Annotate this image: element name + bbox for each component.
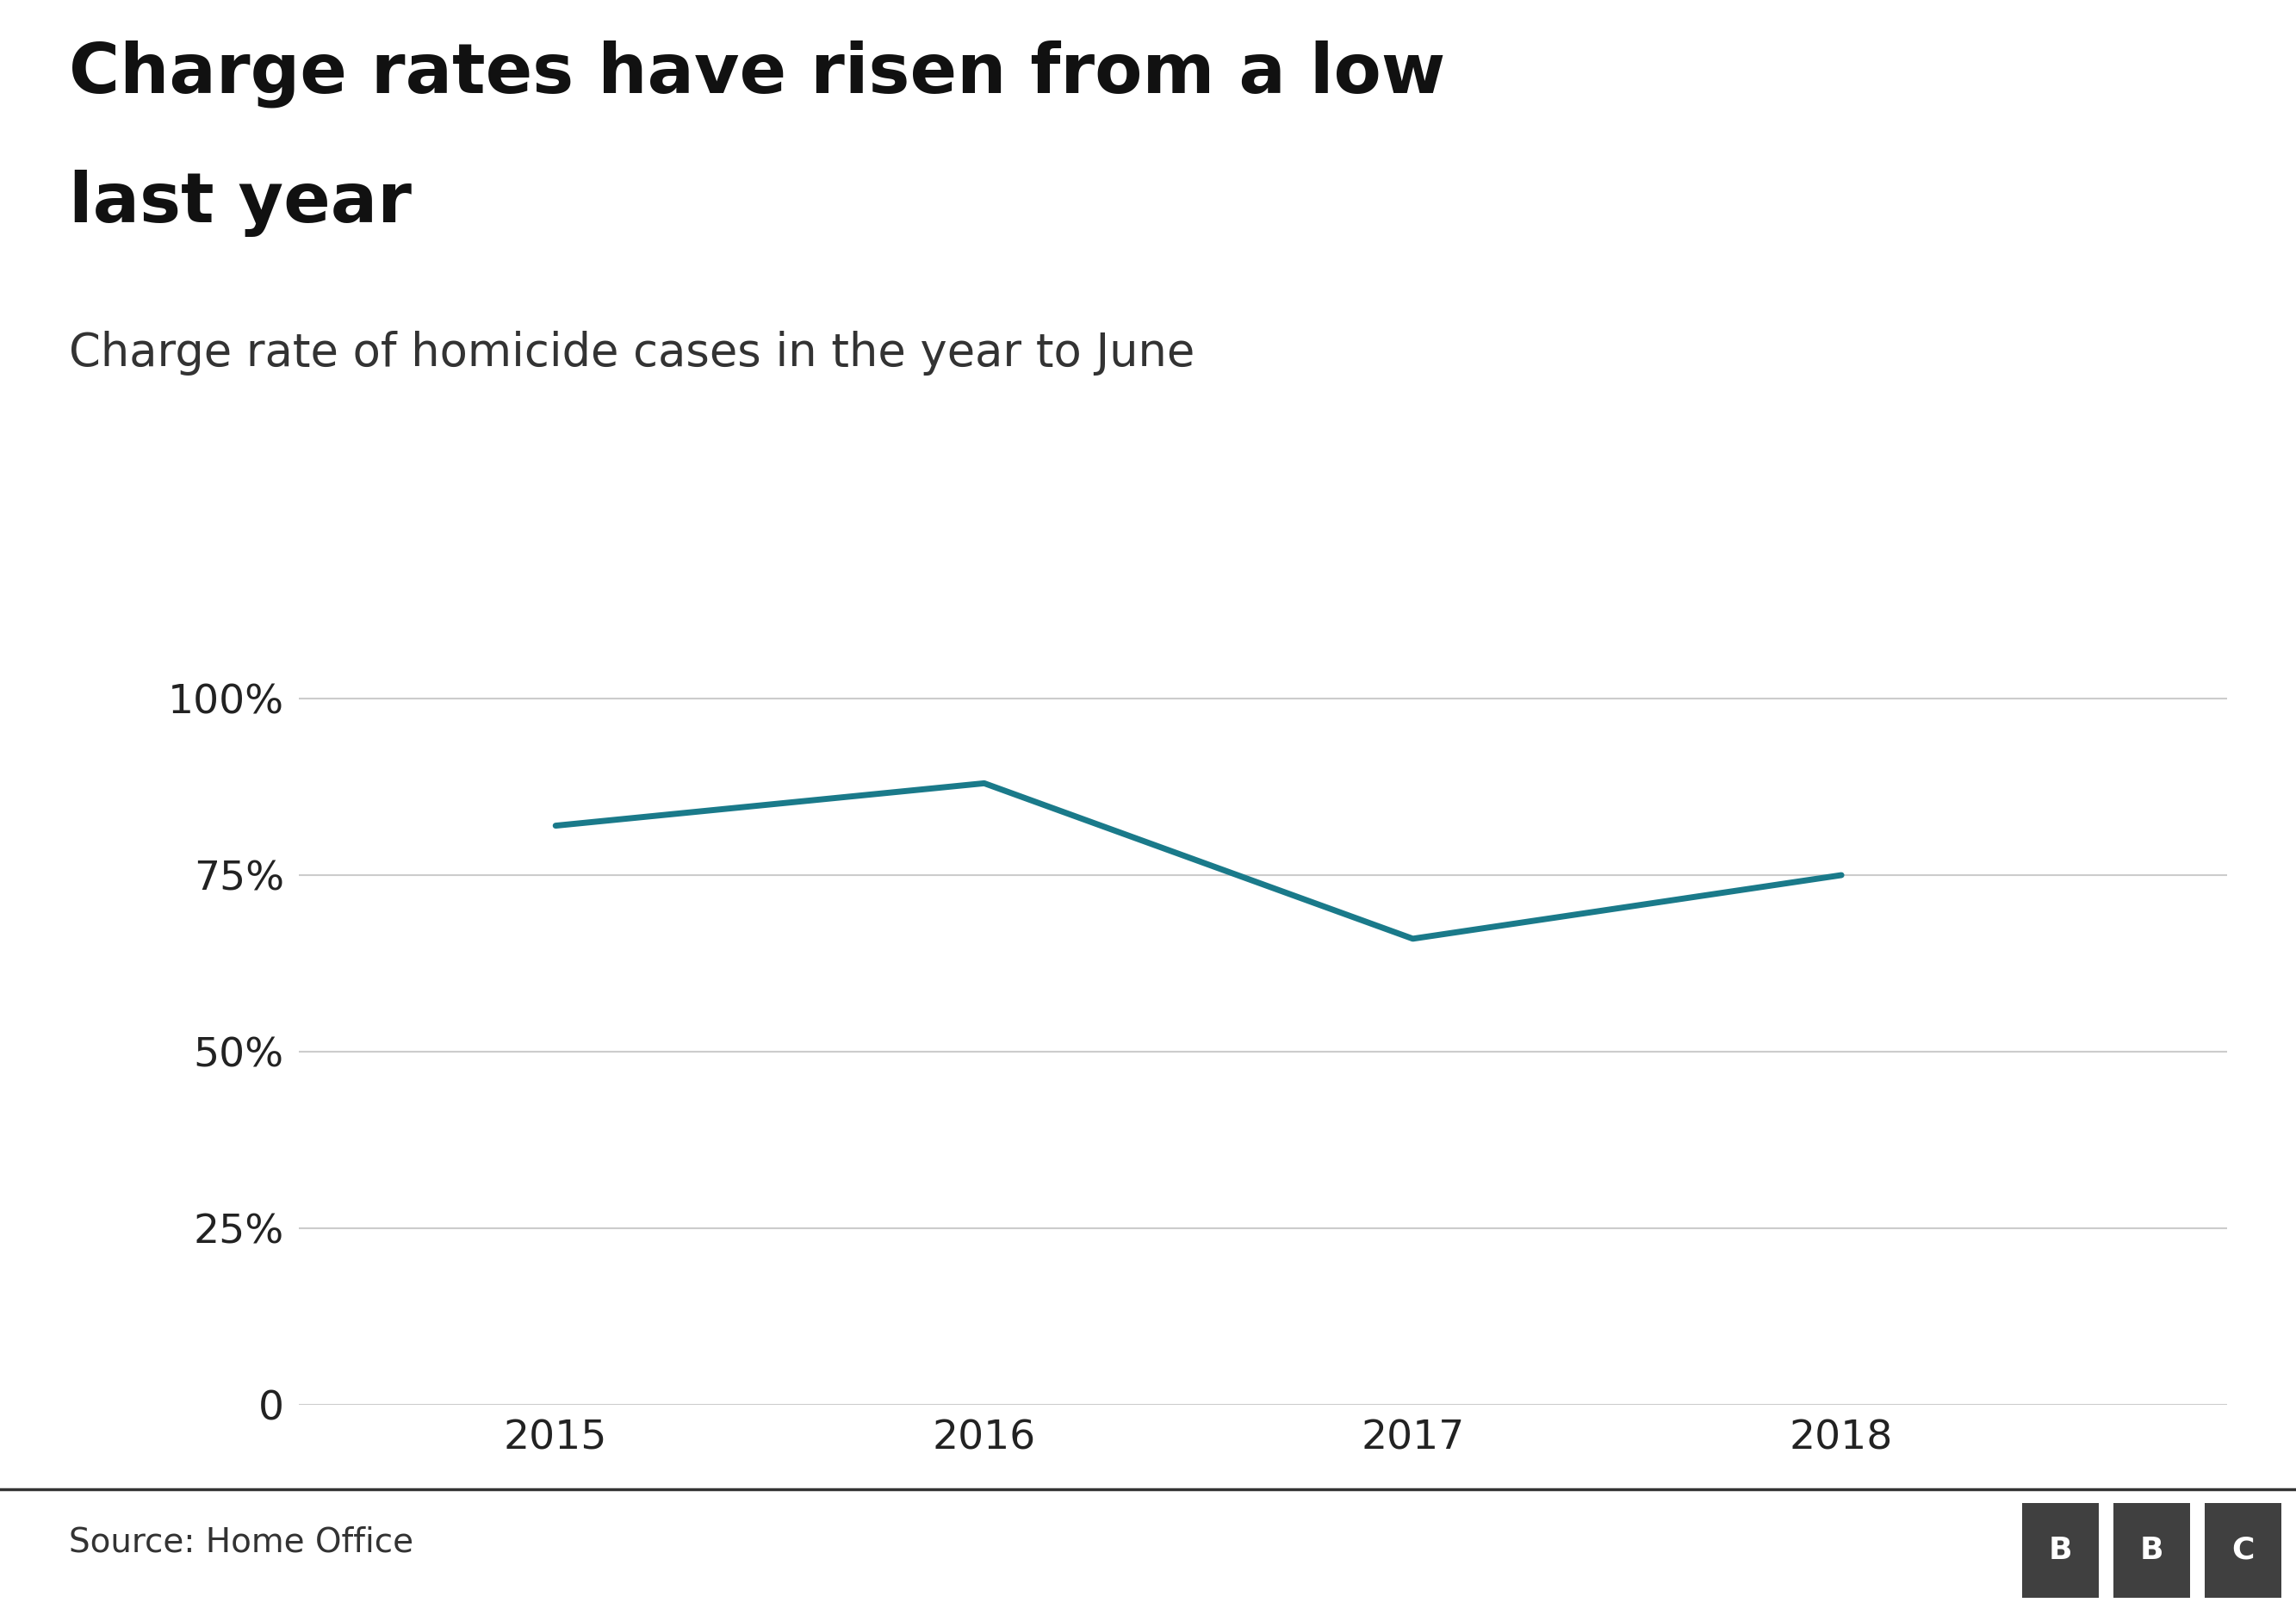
Text: last year: last year <box>69 170 411 237</box>
Text: Charge rates have risen from a low: Charge rates have risen from a low <box>69 40 1444 108</box>
Bar <box>2115 1504 2190 1597</box>
Text: Source: Home Office: Source: Home Office <box>69 1526 413 1558</box>
Text: B: B <box>2140 1536 2163 1565</box>
Bar <box>2204 1504 2282 1597</box>
Bar <box>2023 1504 2099 1597</box>
Text: Charge rate of homicide cases in the year to June: Charge rate of homicide cases in the yea… <box>69 331 1194 376</box>
Text: B: B <box>2048 1536 2073 1565</box>
Text: C: C <box>2232 1536 2255 1565</box>
